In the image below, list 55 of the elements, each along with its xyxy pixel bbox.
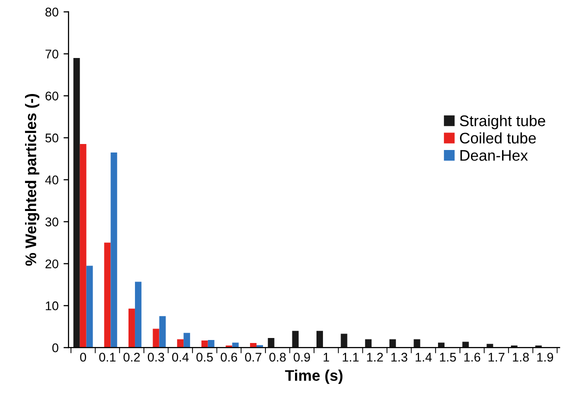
bar [316,330,323,348]
bar [340,334,348,348]
bar [80,144,86,348]
y-tick-label: 40 [45,176,58,184]
bar [268,338,274,348]
bar [128,308,135,348]
x-tick-label: 1.4 [416,352,432,362]
x-tick-label: 1.8 [512,352,529,362]
bar [73,58,80,348]
bar [104,242,111,348]
x-tick-label: 0.6 [220,352,238,362]
bar [414,339,420,348]
bar [389,339,396,348]
x-tick-label: 1.5 [440,352,456,362]
bar [134,282,142,348]
x-tick-label: 0 [80,352,86,362]
x-tick-label: 1.7 [488,352,504,362]
y-tick-label: 10 [46,301,58,310]
legend-label: Straight tube [460,115,546,130]
bar [201,340,208,348]
x-tick-label: 1.9 [537,352,554,362]
x-tick-label: 0.9 [294,352,310,362]
x-tick-label: 0.2 [124,352,140,362]
y-tick-label: 0 [52,343,58,352]
bar [177,339,184,348]
x-tick-label: 1.6 [464,352,480,362]
x-tick-label: 0.1 [99,352,116,362]
x-axis-title: Time (s) [285,370,342,384]
x-tick-label: 0.7 [245,352,262,362]
bar [152,328,160,348]
x-tick-label: 0.5 [196,352,213,362]
x-tick-label: 0.3 [148,352,164,362]
x-tick-label: 1 [324,352,330,362]
bar [110,152,118,348]
y-tick-label: 70 [46,50,58,58]
bar [292,330,299,348]
x-tick-label: 0.4 [172,352,189,362]
y-tick-label: 50 [45,134,58,142]
y-axis-title: % Weighted particles (-) [25,94,40,266]
y-tick-label: 30 [45,217,58,226]
x-tick-label: 1.3 [391,352,408,362]
bar [86,266,93,348]
y-tick-label: 20 [46,259,58,268]
bar [184,332,190,348]
bar [159,316,166,348]
bar [208,340,214,348]
bar [365,339,372,348]
x-tick-label: 1.1 [342,352,359,362]
x-tick-label: 0.8 [269,352,286,362]
legend-label: Dean-Hex [460,150,528,161]
y-tick-label: 80 [45,8,58,16]
bar [462,342,469,348]
y-tick-label: 60 [46,92,58,100]
legend-label: Coiled tube [460,132,536,144]
x-tick-label: 1.2 [367,352,383,362]
